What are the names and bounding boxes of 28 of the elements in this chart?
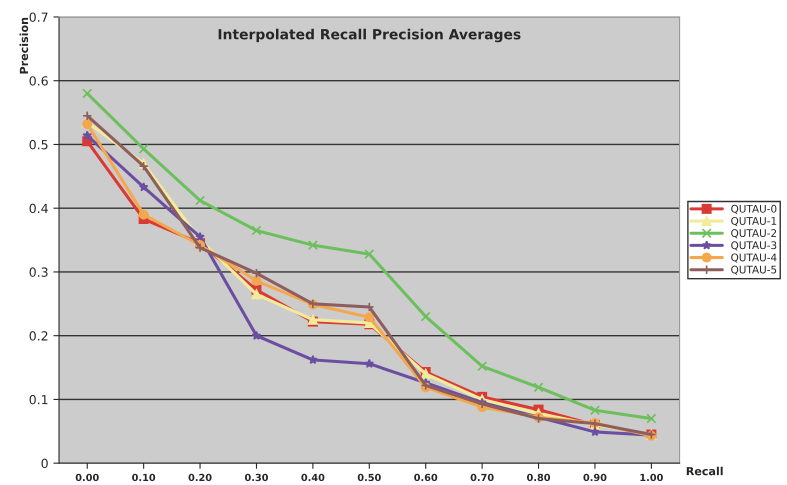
x-tick-label: 1.00 — [640, 474, 663, 482]
y-axis-title: Precision — [20, 18, 28, 74]
x-tick-label: 0.90 — [583, 474, 606, 482]
y-tick-label: 0.6 — [30, 76, 48, 86]
y-tick-label: 0.1 — [30, 394, 48, 404]
x-tick-label: 0.10 — [132, 474, 156, 482]
legend-label: QUTAU-0 — [731, 204, 776, 214]
legend-label: QUTAU-3 — [731, 241, 776, 250]
x-axis-title: Recall — [686, 466, 723, 476]
x-tick-label: 0.20 — [188, 474, 212, 482]
x-tick-label: 0.00 — [76, 474, 99, 482]
y-tick-label: 0.7 — [30, 12, 48, 22]
x-tick-label: 0.40 — [301, 474, 324, 482]
y-tick-label: 0.2 — [30, 331, 48, 341]
y-tick-label: 0.5 — [30, 140, 48, 150]
legend-label: QUTAU-5 — [731, 266, 776, 275]
legend-label: QUTAU-1 — [731, 216, 776, 226]
legend-label: QUTAU-4 — [731, 253, 777, 263]
x-tick-label: 0.60 — [414, 474, 438, 482]
x-tick-label: 0.50 — [358, 474, 381, 482]
x-tick-label: 0.30 — [244, 474, 268, 482]
text: Interpolated Recall Precision Averages — [218, 28, 521, 42]
legend-label: QUTAU-2 — [731, 229, 776, 238]
y-tick-label: 0.3 — [30, 267, 48, 277]
y-tick-label: 0 — [41, 458, 48, 468]
y-tick-label: 0.4 — [30, 204, 48, 214]
x-tick-label: 0.80 — [527, 474, 550, 482]
x-tick-label: 0.70 — [470, 474, 494, 482]
